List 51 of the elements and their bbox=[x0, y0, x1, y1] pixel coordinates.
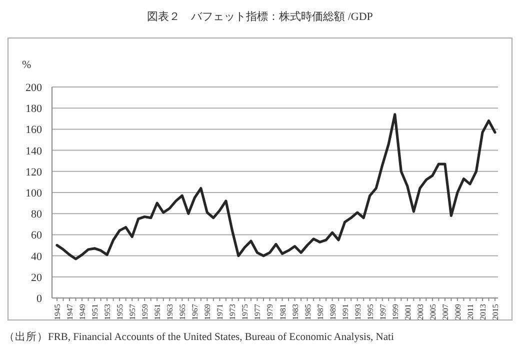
x-tick-label: 1983 bbox=[290, 304, 300, 320]
x-tick-label: 1977 bbox=[253, 304, 262, 320]
x-tick-label: 1965 bbox=[178, 304, 188, 320]
y-tick-label: 120 bbox=[26, 166, 42, 178]
x-tick-label: 1981 bbox=[278, 304, 288, 320]
x-tick-label: 1947 bbox=[66, 304, 75, 320]
line-series bbox=[56, 113, 496, 260]
x-tick-label: 2005 bbox=[428, 304, 438, 320]
y-tick-label: 20 bbox=[31, 272, 42, 284]
x-tick-label: 1991 bbox=[340, 304, 350, 320]
x-tick-label: 1969 bbox=[203, 304, 212, 320]
y-tick-label: 100 bbox=[26, 188, 42, 200]
x-tick-label: 1971 bbox=[216, 304, 225, 320]
x-tick-label: 1951 bbox=[90, 304, 100, 320]
x-tick-label: 1949 bbox=[78, 304, 88, 320]
y-tick-label: 60 bbox=[31, 230, 42, 242]
x-tick-label: 1957 bbox=[128, 304, 138, 320]
x-tick-label: 1963 bbox=[166, 304, 175, 320]
x-tick-label: 1959 bbox=[140, 304, 150, 320]
x-tick-label: 1993 bbox=[353, 304, 362, 320]
x-tick-label: 1961 bbox=[153, 304, 162, 320]
x-tick-label: 1953 bbox=[103, 304, 112, 320]
text: （出所）FRB, Financial Accounts of the United States, Bureau of Economic Analysis, Nati bbox=[4, 330, 394, 343]
y-tick-label: 180 bbox=[26, 103, 42, 116]
x-tick-label: 1973 bbox=[228, 304, 238, 320]
x-tick-label: 1975 bbox=[240, 304, 250, 320]
x-tick-label: 2001 bbox=[403, 304, 412, 320]
x-tick-label: 1989 bbox=[328, 304, 338, 320]
y-tick-label: 200 bbox=[26, 82, 42, 94]
y-tick-label: 0 bbox=[36, 293, 42, 305]
x-tick-label: 1995 bbox=[366, 304, 375, 320]
x-tick-label: 2009 bbox=[453, 304, 462, 320]
y-tick-label: 160 bbox=[26, 124, 42, 136]
y-tick-label: 80 bbox=[31, 208, 42, 221]
x-tick-label: 2007 bbox=[440, 304, 450, 320]
x-tick-label: 1955 bbox=[116, 304, 125, 320]
x-tick-label: 1945 bbox=[53, 304, 62, 320]
x-tick-label: 1967 bbox=[190, 304, 200, 320]
x-tick-label: 2015 bbox=[491, 304, 500, 320]
y-tick-label: 140 bbox=[26, 145, 42, 158]
y-tick-label: 40 bbox=[31, 250, 42, 263]
y-axis-title: % bbox=[22, 59, 32, 71]
x-tick-label: 2003 bbox=[416, 304, 425, 320]
x-tick-label: 1999 bbox=[390, 304, 400, 320]
x-tick-label: 1987 bbox=[316, 304, 325, 320]
x-tick-label: 1979 bbox=[266, 304, 275, 320]
x-tick-label: 2011 bbox=[466, 304, 475, 320]
x-tick-label: 1985 bbox=[303, 304, 312, 320]
x-tick-label: 1997 bbox=[378, 304, 388, 320]
x-tick-label: 2013 bbox=[478, 304, 488, 320]
chart-title: 図表２ バフェット指標：株式時価総額 /GDP bbox=[147, 10, 373, 23]
